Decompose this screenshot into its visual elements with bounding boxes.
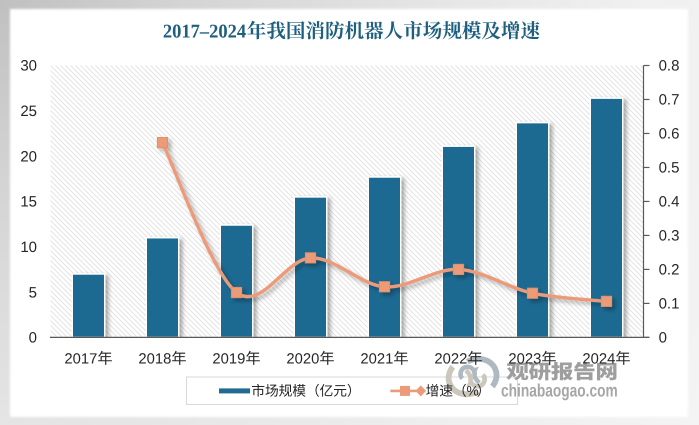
svg-text:0.6: 0.6 xyxy=(659,126,680,143)
svg-text:15: 15 xyxy=(20,194,37,211)
svg-text:0: 0 xyxy=(659,330,667,347)
svg-text:25: 25 xyxy=(20,103,37,120)
svg-text:0: 0 xyxy=(29,330,37,347)
svg-text:2024: 2024 xyxy=(582,352,615,368)
svg-text:2020: 2020 xyxy=(286,352,319,368)
svg-text:30: 30 xyxy=(20,58,37,75)
svg-text:2019: 2019 xyxy=(212,352,245,368)
svg-text:%: % xyxy=(467,384,479,399)
svg-text:2018: 2018 xyxy=(138,352,171,368)
svg-text:2021: 2021 xyxy=(360,352,393,368)
svg-text:2023: 2023 xyxy=(508,352,541,368)
svg-text:0.1: 0.1 xyxy=(659,296,680,313)
svg-text:0.5: 0.5 xyxy=(659,160,680,177)
svg-text:0.7: 0.7 xyxy=(659,92,680,109)
svg-text:2022: 2022 xyxy=(434,352,467,368)
svg-text:0.8: 0.8 xyxy=(659,58,680,75)
svg-text:20: 20 xyxy=(20,148,37,165)
svg-text:5: 5 xyxy=(29,284,37,301)
svg-text:10: 10 xyxy=(20,239,37,256)
svg-text:2017–2024: 2017–2024 xyxy=(163,22,247,43)
svg-text:2017: 2017 xyxy=(64,352,97,368)
svg-text:0.2: 0.2 xyxy=(659,262,680,279)
svg-text:0.4: 0.4 xyxy=(659,194,680,211)
svg-text:chinabaogao.com: chinabaogao.com xyxy=(501,380,618,400)
svg-text:0.3: 0.3 xyxy=(659,228,680,245)
